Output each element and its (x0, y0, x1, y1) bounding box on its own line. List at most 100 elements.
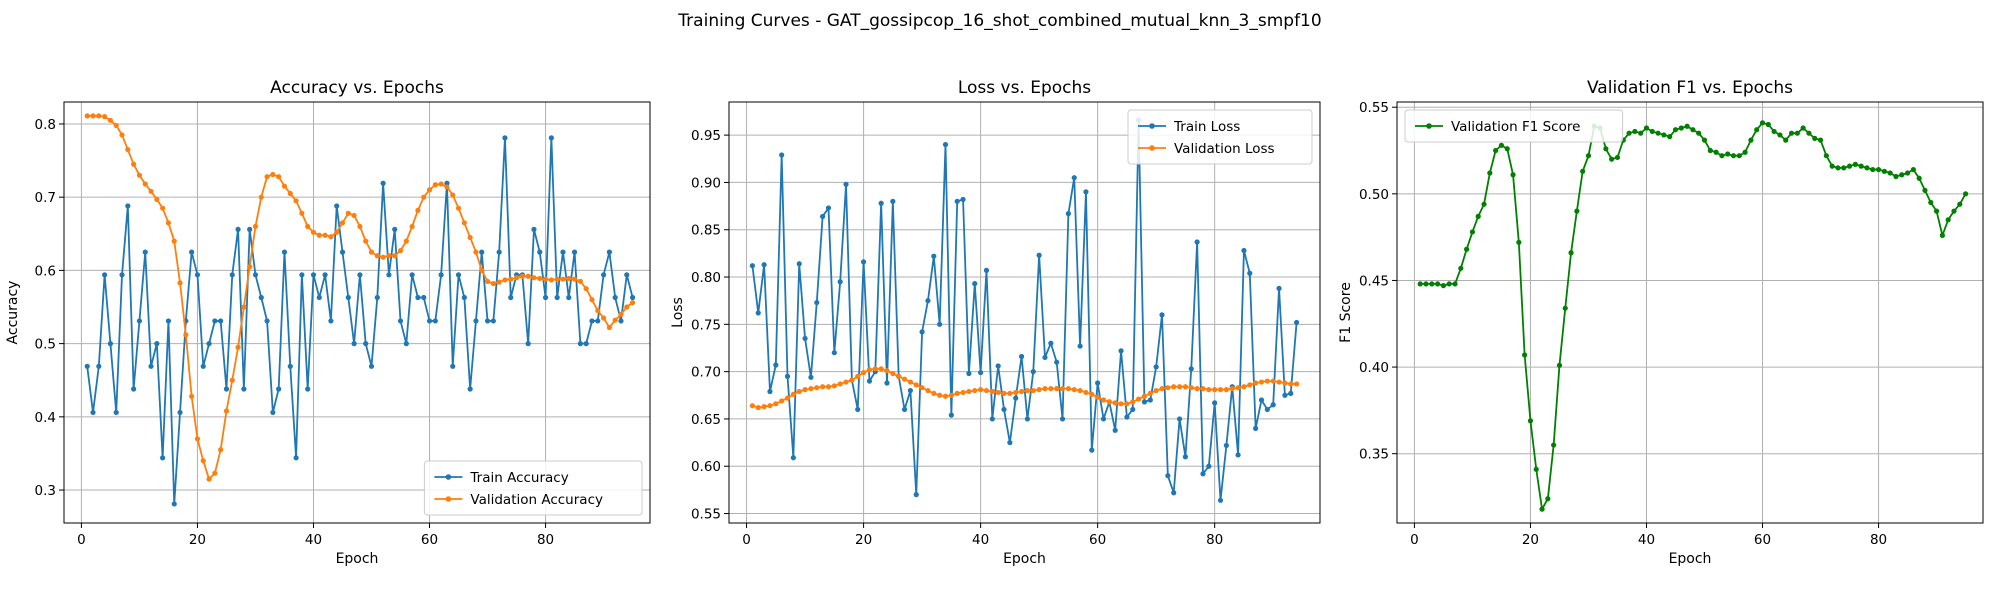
data-point (1701, 137, 1708, 143)
accuracy-chart-title: Accuracy vs. Epochs (270, 78, 444, 98)
legend-label: Train Accuracy (469, 470, 568, 486)
data-point (264, 174, 270, 180)
data-point (397, 318, 404, 324)
data-point (1893, 173, 1899, 180)
data-point (1264, 378, 1270, 384)
data-point (1551, 442, 1557, 448)
data-point (189, 393, 195, 399)
data-point (802, 387, 808, 393)
data-point (919, 329, 925, 335)
data-point (1276, 379, 1282, 385)
data-point (84, 363, 90, 369)
data-point (363, 341, 369, 347)
data-point (1130, 399, 1136, 405)
data-point (363, 238, 369, 244)
y-tick-label: 0.40 (1359, 360, 1389, 376)
data-point (954, 390, 960, 396)
data-point (368, 363, 375, 369)
data-point (513, 275, 520, 281)
data-point (444, 184, 450, 190)
data-point (1217, 497, 1224, 503)
data-point (1253, 380, 1259, 386)
data-point (1875, 166, 1882, 173)
data-point (212, 470, 218, 476)
data-point (837, 279, 843, 285)
y-tick-label: 0.50 (1359, 187, 1389, 203)
data-point (790, 455, 796, 461)
data-point (490, 318, 496, 324)
data-point (814, 299, 820, 306)
data-point (820, 384, 826, 390)
data-point (148, 188, 154, 194)
data-point (808, 386, 814, 392)
data-point (825, 205, 832, 211)
data-point (612, 317, 618, 323)
data-point (1141, 399, 1148, 405)
data-point (629, 300, 636, 306)
data-point (624, 272, 630, 278)
data-point (872, 366, 878, 372)
data-point (218, 318, 224, 324)
data-point (1435, 281, 1441, 287)
data-point (1957, 201, 1963, 207)
data-point (189, 249, 195, 255)
data-point (421, 294, 427, 301)
f1-chart: Validation F1 vs. Epochs Epoch F1 Score … (1338, 78, 1984, 567)
data-point (896, 373, 902, 379)
data-point (548, 277, 554, 283)
data-point (519, 273, 525, 279)
data-point (784, 395, 791, 401)
data-point (339, 249, 346, 255)
data-point (339, 220, 346, 226)
data-point (258, 294, 264, 301)
x-tick-label: 20 (1522, 532, 1539, 548)
data-point (796, 388, 802, 395)
data-point (937, 321, 943, 327)
grid (729, 102, 1320, 523)
x-tick-label: 40 (305, 532, 322, 548)
data-point (1153, 387, 1159, 394)
series-0 (84, 135, 636, 507)
data-point (600, 272, 607, 278)
data-point (884, 368, 890, 374)
data-point (322, 272, 328, 278)
data-point (525, 273, 531, 279)
data-point (165, 318, 172, 324)
data-point (1841, 165, 1847, 171)
data-point (496, 249, 502, 255)
f1-chart-xlabel: Epoch (1669, 551, 1712, 567)
data-point (1059, 416, 1066, 422)
data-point (1229, 386, 1235, 392)
legend-label: Validation F1 Score (1451, 119, 1580, 135)
legend-swatch-marker (445, 496, 452, 502)
data-point (560, 276, 566, 282)
data-point (1095, 380, 1101, 386)
legend-swatch-marker (1149, 123, 1155, 129)
data-point (855, 406, 861, 413)
data-point (931, 390, 937, 396)
data-point (113, 409, 119, 416)
data-point (212, 318, 218, 324)
data-point (1288, 390, 1294, 396)
data-point (380, 180, 386, 186)
loss-chart-ylabel: Loss (670, 297, 686, 328)
data-point (1852, 161, 1858, 167)
y-tick-label: 0.90 (691, 175, 721, 191)
data-point (773, 362, 779, 368)
f1-chart-ylabel: F1 Score (1338, 282, 1354, 343)
data-point (1458, 265, 1464, 271)
data-point (1655, 130, 1661, 136)
plot-frame (728, 101, 1321, 524)
data-point (1945, 217, 1951, 223)
data-point (299, 210, 305, 216)
data-point (1007, 390, 1013, 396)
data-point (1562, 305, 1568, 311)
data-point (1083, 189, 1089, 195)
data-point (1095, 394, 1101, 400)
data-point (276, 386, 282, 392)
data-point (1829, 163, 1835, 169)
data-point (884, 380, 890, 386)
data-point (467, 234, 473, 241)
data-point (960, 389, 966, 396)
data-point (392, 226, 398, 232)
